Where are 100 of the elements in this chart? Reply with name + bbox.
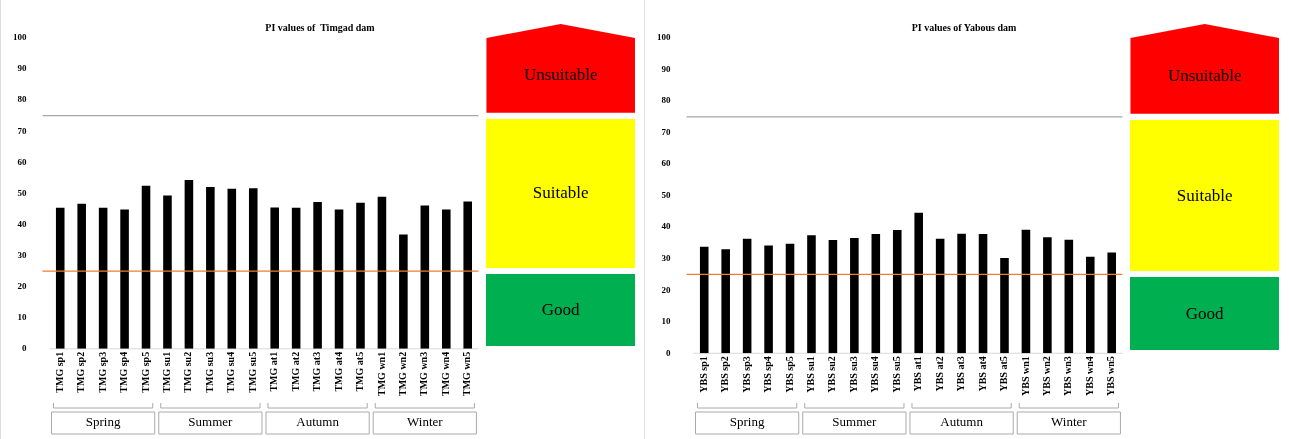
bar	[163, 195, 172, 349]
chart-title: PI values of Yabous dam	[911, 21, 1017, 33]
x-tick-label: TMG at5	[354, 351, 366, 392]
text: Winter	[1051, 414, 1088, 430]
bar	[291, 207, 301, 349]
bar	[1043, 237, 1052, 354]
bar	[463, 201, 473, 349]
x-tick-label: TMG su1	[161, 351, 173, 393]
x-tick-label: YBS su4	[869, 356, 881, 393]
bar	[184, 180, 194, 349]
y-tick-label: 70	[661, 126, 671, 137]
x-tick-label: TMG su5	[246, 351, 258, 393]
bar	[377, 196, 387, 349]
x-tick-label: TMG at3	[311, 351, 323, 392]
x-tick-label: TMG at4	[332, 351, 344, 392]
bar	[270, 207, 279, 349]
bar	[1085, 256, 1095, 354]
bar	[420, 205, 430, 349]
y-tick-label: 20	[661, 284, 671, 295]
x-tick-label: YBS at2	[933, 356, 945, 392]
text: Winter	[407, 414, 444, 430]
bar	[871, 234, 881, 354]
x-tick-label: TMG sp5	[139, 351, 151, 393]
y-tick-label: 90	[17, 63, 27, 74]
x-tick-label: TMG wn2	[396, 351, 408, 396]
bar	[785, 243, 795, 354]
bar	[356, 202, 365, 349]
y-tick-label: 0	[22, 343, 27, 354]
x-tick-label: YBS at3	[955, 356, 967, 392]
x-tick-label: YBS sp3	[740, 356, 752, 393]
x-tick-label: TMG at1	[268, 351, 280, 392]
text: Spring	[85, 414, 121, 430]
y-tick-label: 60	[17, 156, 27, 167]
y-tick-label: 90	[661, 63, 671, 74]
x-tick-label: YBS at1	[912, 356, 924, 392]
y-tick-label: 40	[17, 218, 27, 229]
bar	[1064, 239, 1074, 354]
text: Spring	[729, 414, 765, 430]
x-tick-label: YBS su2	[826, 356, 838, 393]
bar	[850, 237, 859, 354]
text: Summer	[832, 414, 878, 430]
bar	[399, 234, 408, 349]
x-tick-label: YBS sp4	[762, 356, 774, 393]
y-tick-label: 10	[17, 312, 27, 323]
bar	[978, 234, 988, 354]
bar	[77, 203, 86, 349]
y-tick-label: 80	[661, 95, 671, 106]
bar	[742, 238, 752, 354]
y-tick-label: 100	[13, 32, 27, 43]
x-tick-label: YBS sp5	[783, 356, 795, 393]
y-tick-label: 40	[661, 221, 671, 232]
x-tick-label: YBS su1	[805, 356, 817, 393]
bar	[206, 186, 215, 349]
y-tick-label: 70	[17, 125, 27, 136]
y-tick-label: 30	[17, 249, 27, 260]
bar	[957, 233, 966, 354]
text: Autumn	[296, 414, 340, 430]
bar	[914, 212, 923, 354]
bar	[1000, 258, 1009, 354]
bar	[141, 185, 151, 349]
x-tick-label: TMG wn4	[439, 351, 451, 396]
bar	[1021, 229, 1031, 354]
bar	[828, 240, 838, 354]
bar	[55, 207, 65, 349]
x-tick-label: YBS wn3	[1062, 356, 1074, 397]
bar	[441, 209, 451, 349]
y-tick-label: 30	[661, 253, 671, 264]
x-tick-label: YBS wn5	[1105, 356, 1117, 397]
x-tick-label: TMG sp2	[75, 351, 87, 393]
bar	[807, 235, 816, 354]
y-tick-label: 10	[661, 316, 671, 327]
bar	[120, 209, 129, 349]
y-tick-label: 50	[17, 187, 27, 198]
bar	[98, 207, 108, 349]
bar	[699, 246, 709, 354]
x-tick-label: YBS sp2	[719, 356, 731, 393]
y-tick-label: 80	[17, 94, 27, 105]
x-tick-label: TMG sp4	[118, 351, 130, 393]
text: Autumn	[940, 414, 984, 430]
x-tick-label: YBS wn1	[1019, 356, 1031, 397]
bar	[764, 245, 773, 354]
x-tick-label: YBS su3	[847, 356, 859, 393]
x-tick-label: TMG wn3	[418, 351, 430, 396]
y-tick-label: 50	[661, 189, 671, 200]
bar	[721, 249, 730, 354]
x-tick-label: TMG wn1	[375, 351, 387, 396]
x-tick-label: YBS su5	[890, 356, 902, 393]
x-tick-label: YBS wn4	[1083, 356, 1095, 397]
x-tick-label: TMG wn5	[461, 351, 473, 396]
x-tick-label: YBS at5	[998, 356, 1010, 392]
x-tick-label: TMG su2	[182, 351, 194, 393]
text: Summer	[188, 414, 234, 430]
bar	[935, 238, 945, 354]
bar	[227, 188, 237, 349]
bar	[892, 230, 902, 354]
x-tick-label: YBS at4	[976, 356, 988, 392]
y-tick-label: 20	[17, 280, 27, 291]
x-tick-label: TMG sp1	[53, 351, 65, 393]
x-tick-label: YBS wn2	[1040, 356, 1052, 397]
bar	[1107, 252, 1117, 354]
